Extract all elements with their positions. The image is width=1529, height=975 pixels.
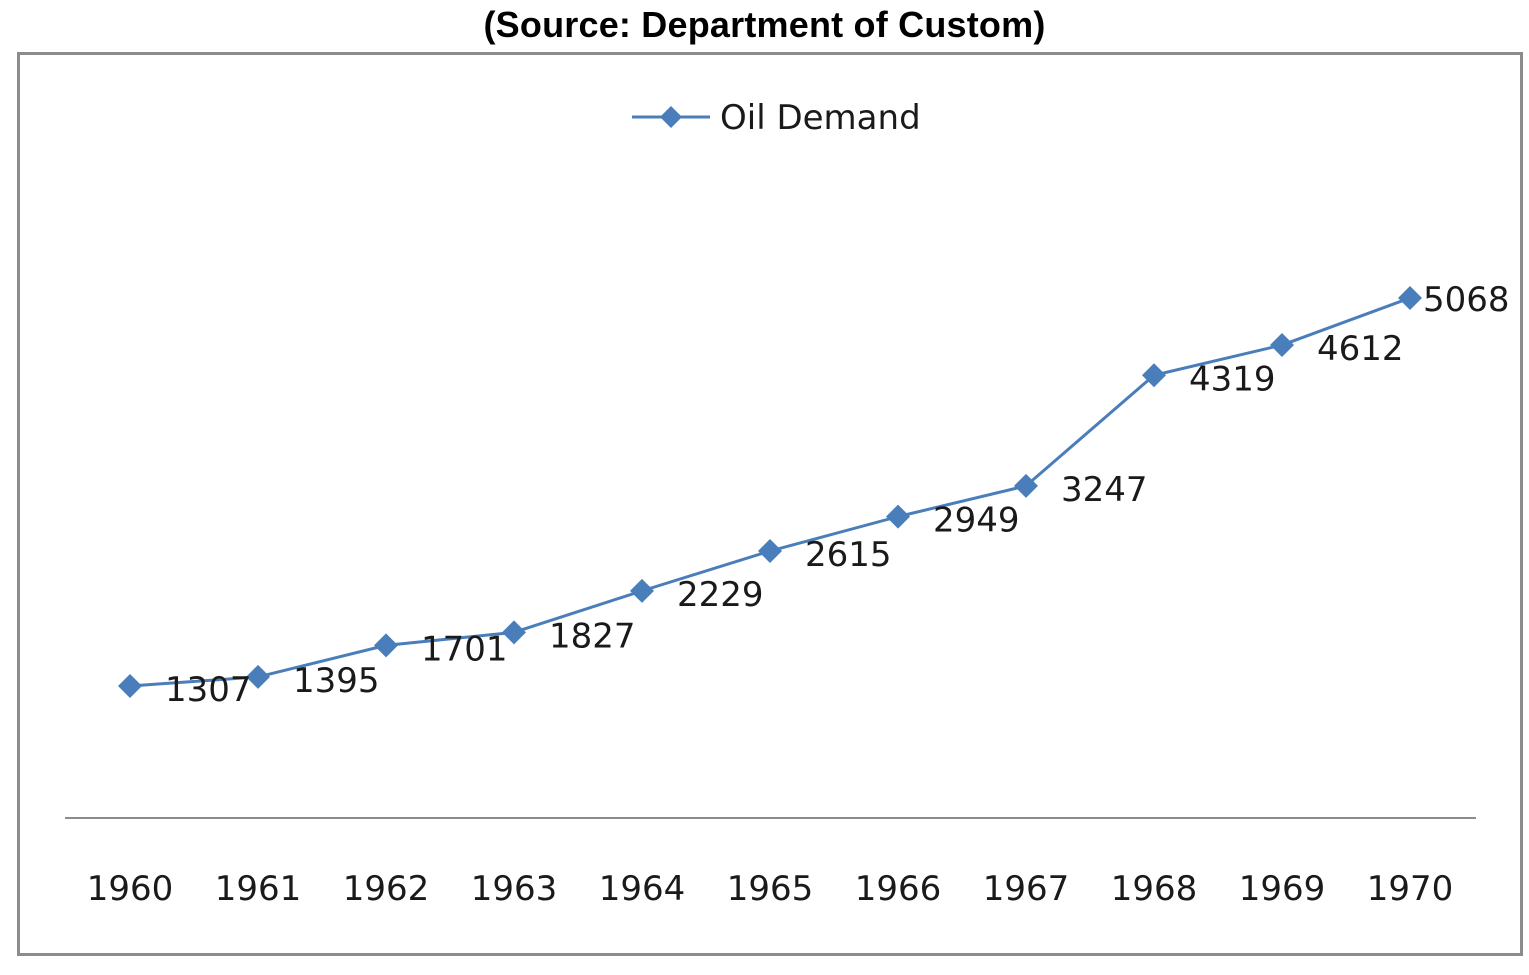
data-label: 1395 xyxy=(293,661,380,701)
x-tick-label: 1968 xyxy=(1111,869,1198,909)
x-tick-label: 1966 xyxy=(855,869,942,909)
series-layer xyxy=(118,286,1422,698)
x-tick-label: 1962 xyxy=(343,869,430,909)
line-chart: Oil Demand 1307 1395 1701 1827 2229 2615 2949 3… xyxy=(65,98,1510,909)
data-point-marker xyxy=(502,620,526,645)
x-tick-label: 1969 xyxy=(1239,869,1326,909)
data-label: 4319 xyxy=(1189,359,1276,399)
x-tick-label: 1961 xyxy=(215,869,302,909)
legend: Oil Demand xyxy=(632,98,921,138)
data-label: 3247 xyxy=(1061,470,1148,510)
data-label: 1701 xyxy=(421,629,508,669)
series-line-oil-demand xyxy=(129,296,1411,688)
data-label: 1307 xyxy=(165,670,252,710)
data-label: 4612 xyxy=(1317,329,1404,369)
chart-area: Oil Demand 1307 1395 1701 1827 2229 2615 2949 3… xyxy=(17,52,1523,956)
x-axis-tick-labels: 1960 1961 1962 1963 1964 1965 1966 1967 1968 1969… xyxy=(87,869,1454,909)
legend-label: Oil Demand xyxy=(720,98,921,138)
data-label: 2615 xyxy=(805,535,892,575)
data-point-marker xyxy=(630,578,654,603)
data-label: 2229 xyxy=(677,575,764,615)
data-point-marker xyxy=(758,539,782,564)
x-tick-label: 1967 xyxy=(983,869,1070,909)
x-tick-label: 1963 xyxy=(471,869,558,909)
x-tick-label: 1970 xyxy=(1367,869,1454,909)
data-point-marker xyxy=(886,504,910,529)
data-point-marker xyxy=(1142,363,1166,388)
data-point-marker xyxy=(118,674,142,698)
legend-marker xyxy=(660,106,682,128)
x-tick-label: 1965 xyxy=(727,869,814,909)
data-point-marker xyxy=(1398,286,1422,310)
chart-source-caption: (Source: Department of Custom) xyxy=(483,4,1046,45)
data-label: 5068 xyxy=(1423,280,1510,320)
data-labels: 1307 1395 1701 1827 2229 2615 2949 3247 4319 4612… xyxy=(165,280,1510,710)
data-point-marker xyxy=(374,633,398,658)
data-point-marker xyxy=(246,664,270,689)
x-tick-label: 1964 xyxy=(599,869,686,909)
data-point-marker xyxy=(1270,333,1294,358)
x-tick-label: 1960 xyxy=(87,869,174,909)
data-label: 1827 xyxy=(549,616,636,656)
data-point-marker xyxy=(1014,473,1038,498)
data-label: 2949 xyxy=(933,501,1020,541)
